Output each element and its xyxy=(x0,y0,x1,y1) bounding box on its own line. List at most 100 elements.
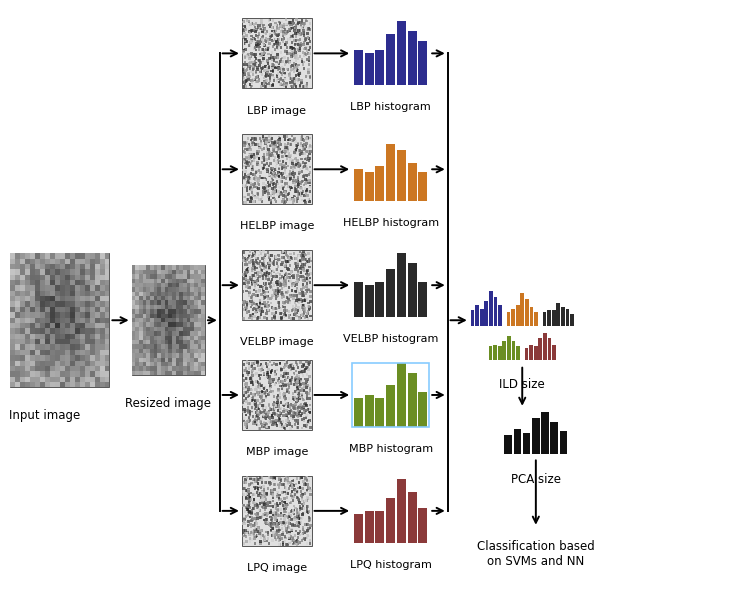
Bar xyxy=(286,362,288,364)
Bar xyxy=(255,263,257,266)
Bar xyxy=(260,265,262,267)
Bar xyxy=(269,361,271,364)
Bar xyxy=(275,307,277,310)
Bar xyxy=(89,350,94,355)
Bar xyxy=(286,157,289,160)
Bar xyxy=(80,371,85,376)
Bar xyxy=(293,137,295,140)
Bar xyxy=(100,259,105,264)
Bar xyxy=(304,378,306,381)
Bar xyxy=(100,371,105,376)
Bar xyxy=(303,256,305,258)
Bar xyxy=(281,381,283,384)
Bar xyxy=(266,365,268,368)
Bar xyxy=(255,415,258,418)
Bar xyxy=(299,517,301,520)
Bar xyxy=(187,371,190,375)
Bar xyxy=(303,147,305,150)
Bar xyxy=(278,195,280,198)
Bar xyxy=(242,29,244,32)
Bar xyxy=(252,501,254,504)
Bar xyxy=(60,376,65,382)
Bar xyxy=(253,182,255,185)
Bar xyxy=(295,257,297,260)
Bar xyxy=(299,522,301,525)
Bar xyxy=(262,425,264,428)
Bar xyxy=(292,367,294,370)
Bar xyxy=(40,312,45,318)
Bar xyxy=(275,200,277,203)
Bar xyxy=(252,54,255,56)
Bar xyxy=(201,265,205,270)
Bar xyxy=(306,174,308,176)
Bar xyxy=(284,384,287,387)
Bar xyxy=(249,41,252,43)
Bar xyxy=(263,287,266,290)
Bar xyxy=(135,323,139,327)
Bar xyxy=(154,318,157,323)
Bar xyxy=(269,509,272,512)
Bar xyxy=(201,279,205,283)
Bar xyxy=(190,279,194,283)
Bar xyxy=(15,318,20,323)
Bar xyxy=(289,73,291,76)
Bar xyxy=(267,534,269,536)
Bar xyxy=(259,307,261,309)
Bar xyxy=(245,85,247,88)
Bar xyxy=(70,361,75,366)
Bar xyxy=(249,54,251,57)
Bar xyxy=(262,416,264,419)
Bar xyxy=(303,508,305,510)
Bar xyxy=(294,282,296,285)
Bar xyxy=(277,33,280,35)
Bar xyxy=(249,314,251,317)
Bar xyxy=(292,411,294,414)
Bar xyxy=(300,258,303,260)
Bar xyxy=(257,192,259,195)
Bar xyxy=(275,66,277,70)
Bar xyxy=(274,274,277,278)
Bar xyxy=(303,310,306,313)
Bar xyxy=(269,476,272,479)
Bar xyxy=(294,140,297,143)
Bar xyxy=(55,366,60,371)
Bar xyxy=(303,364,306,367)
Bar xyxy=(309,145,311,148)
Bar xyxy=(252,518,254,520)
Bar xyxy=(288,410,290,413)
Bar xyxy=(287,193,289,196)
Bar xyxy=(297,513,300,515)
Bar xyxy=(296,33,299,35)
Bar xyxy=(298,515,300,517)
Bar xyxy=(15,307,20,312)
Bar xyxy=(306,505,308,508)
Bar xyxy=(280,308,283,311)
Bar xyxy=(15,312,20,318)
Bar xyxy=(244,410,246,413)
Bar xyxy=(280,537,283,540)
Bar xyxy=(300,519,302,522)
Bar xyxy=(70,264,75,269)
Bar xyxy=(286,50,289,53)
Bar xyxy=(494,296,497,326)
Bar xyxy=(257,505,260,508)
Bar xyxy=(194,296,198,301)
Bar xyxy=(259,412,261,415)
Bar xyxy=(252,362,254,365)
Bar xyxy=(295,190,297,193)
Bar xyxy=(289,273,291,275)
Bar xyxy=(244,518,246,521)
Bar xyxy=(176,301,179,305)
Bar xyxy=(251,160,253,163)
Bar xyxy=(249,178,251,180)
Bar xyxy=(261,362,263,365)
Bar xyxy=(80,285,85,291)
Bar xyxy=(276,26,278,29)
Bar xyxy=(287,256,289,259)
Bar xyxy=(306,188,308,191)
Bar xyxy=(139,265,142,270)
Bar xyxy=(286,365,289,368)
Bar xyxy=(289,264,291,267)
Bar xyxy=(85,301,89,307)
Bar xyxy=(307,181,310,184)
